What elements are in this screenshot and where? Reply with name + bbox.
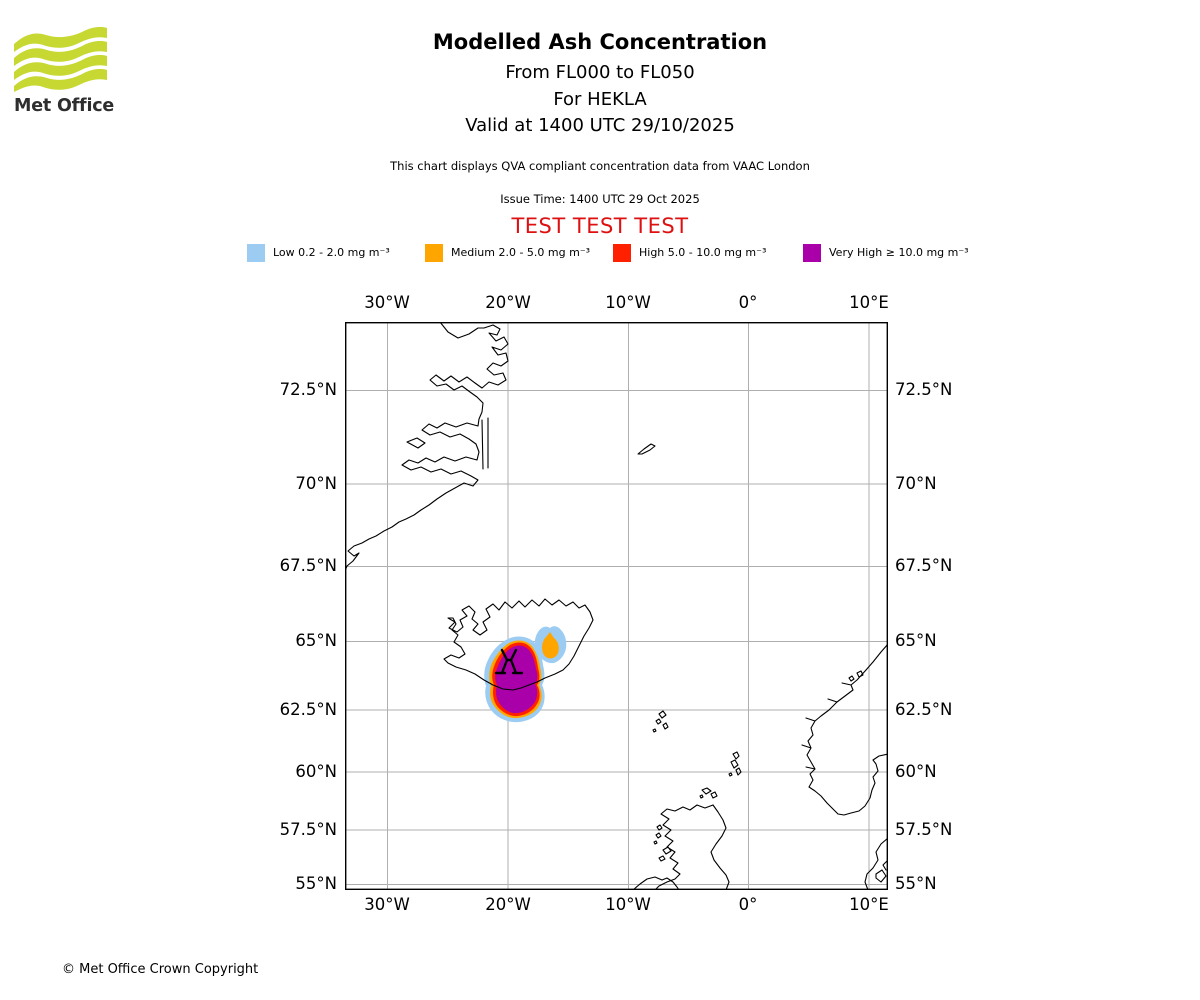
y-tick: 57.5°N: [279, 820, 337, 839]
legend-item-very-high: Very High ≥ 10.0 mg m⁻³: [803, 243, 969, 262]
map-gridlines: [345, 322, 888, 890]
x-tick: 10°W: [605, 293, 651, 312]
y-tick: 72.5°N: [279, 380, 337, 399]
legend-swatch-medium: [425, 243, 443, 262]
y-tick: 55°N: [295, 874, 337, 893]
legend-label-high: High 5.0 - 10.0 mg m⁻³: [639, 246, 767, 259]
y-tick: 60°N: [295, 762, 337, 781]
x-tick: 20°W: [485, 293, 531, 312]
y-tick: 67.5°N: [895, 556, 953, 575]
ash-patch-northeast: [534, 626, 567, 664]
legend-label-very-high: Very High ≥ 10.0 mg m⁻³: [829, 246, 969, 259]
y-tick: 70°N: [895, 474, 937, 493]
x-tick: 10°W: [605, 895, 651, 914]
x-tick: 30°W: [364, 293, 410, 312]
legend-label-low: Low 0.2 - 2.0 mg m⁻³: [273, 246, 390, 259]
legend-item-high: High 5.0 - 10.0 mg m⁻³: [613, 243, 766, 262]
y-tick: 57.5°N: [895, 820, 953, 839]
y-tick: 65°N: [895, 631, 937, 650]
y-tick: 62.5°N: [895, 700, 953, 719]
met-office-logo-waves: [14, 27, 107, 92]
x-tick: 0°: [738, 293, 758, 312]
subtitle-volcano: For HEKLA: [553, 89, 647, 110]
greenland-coastline: [345, 322, 509, 572]
norway-coastline: [801, 643, 888, 816]
scotland-coastline: [653, 804, 730, 890]
y-tick: 65°N: [295, 631, 337, 650]
legend-swatch-high: [613, 243, 631, 262]
orkney-coastline: [699, 787, 718, 799]
x-tick: 0°: [738, 895, 758, 914]
y-tick: 67.5°N: [279, 556, 337, 575]
legend-item-medium: Medium 2.0 - 5.0 mg m⁻³: [425, 243, 590, 262]
denmark-coastline: [864, 837, 888, 890]
legend-swatch-very-high: [803, 243, 821, 262]
coastlines: [345, 322, 888, 890]
ireland-coastline: [632, 876, 680, 890]
y-tick: 55°N: [895, 874, 937, 893]
subtitle-flight-levels: From FL000 to FL050: [505, 62, 695, 83]
legend-item-low: Low 0.2 - 2.0 mg m⁻³: [247, 243, 390, 262]
faroe-islands-coastline: [652, 710, 669, 733]
y-tick: 62.5°N: [279, 700, 337, 719]
iceland-coastline: [443, 598, 594, 691]
y-tick: 72.5°N: [895, 380, 953, 399]
volcano-icon: [494, 648, 524, 675]
y-tick: 70°N: [295, 474, 337, 493]
met-office-logo-text: Met Office: [14, 96, 115, 116]
test-banner: TEST TEST TEST: [511, 214, 689, 238]
ash-patch-medium: [542, 632, 559, 659]
legend-swatch-low: [247, 243, 265, 262]
legend-label-medium: Medium 2.0 - 5.0 mg m⁻³: [451, 246, 591, 259]
compliance-note: This chart displays QVA compliant concen…: [390, 159, 810, 173]
ash-plume-main: [484, 636, 545, 723]
x-tick: 30°W: [364, 895, 410, 914]
x-tick: 10°E: [849, 895, 889, 914]
met-office-logo: Met Office: [14, 26, 134, 116]
jan-mayen-coastline: [637, 443, 656, 455]
page-title: Modelled Ash Concentration: [432, 30, 768, 54]
x-tick: 20°W: [485, 895, 531, 914]
issue-time: Issue Time: 1400 UTC 29 Oct 2025: [500, 192, 700, 206]
x-tick: 10°E: [849, 293, 889, 312]
y-tick: 60°N: [895, 762, 937, 781]
map-border: [345, 322, 888, 890]
subtitle-valid-time: Valid at 1400 UTC 29/10/2025: [465, 115, 735, 136]
shetland-coastline: [728, 751, 742, 777]
ash-map: [345, 322, 888, 890]
copyright-notice: © Met Office Crown Copyright: [62, 962, 259, 977]
